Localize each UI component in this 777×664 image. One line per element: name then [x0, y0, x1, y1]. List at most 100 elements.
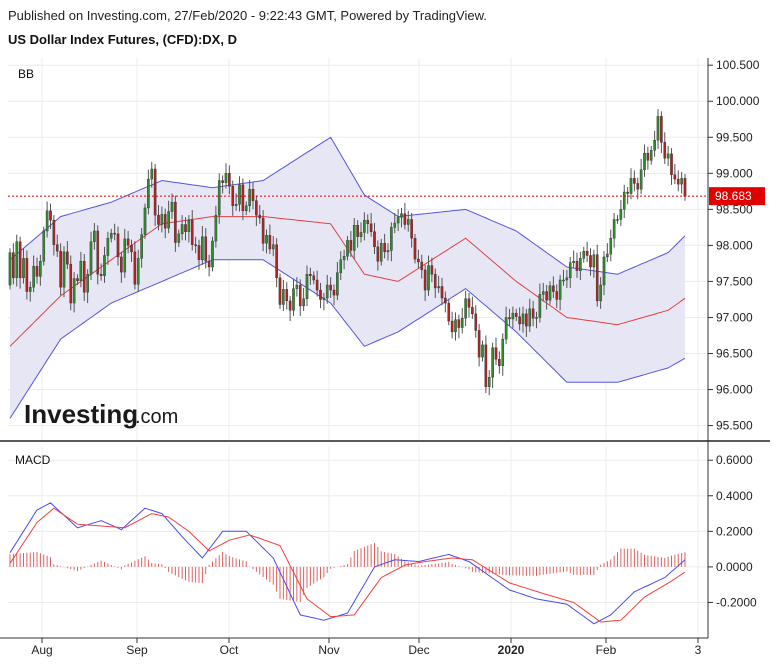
bb-ytick-label: 99.500 — [716, 130, 753, 144]
candle-up — [86, 274, 89, 293]
candle-down — [76, 278, 79, 281]
candle-down — [49, 210, 52, 221]
xtick-label: 3 — [695, 643, 702, 657]
candle-down — [96, 230, 100, 275]
candle-up — [42, 230, 46, 262]
candle-up — [582, 250, 586, 259]
candle-up — [150, 168, 154, 180]
bb-ytick-label: 97.500 — [716, 274, 753, 288]
candle-up — [147, 178, 150, 209]
candle-up — [538, 294, 542, 318]
candle-up — [548, 285, 552, 301]
candle-up — [622, 191, 626, 210]
candle-up — [521, 313, 525, 325]
macd-panel-label: MACD — [15, 453, 51, 467]
xtick-label: Dec — [408, 643, 429, 657]
candle-down — [531, 308, 535, 319]
candle-down — [683, 178, 687, 197]
candle-up — [592, 254, 596, 268]
candle-down — [366, 219, 370, 224]
bb-ytick-label: 100.000 — [716, 94, 760, 108]
candle-down — [298, 284, 302, 307]
candle-up — [8, 252, 12, 286]
candle-down — [99, 274, 103, 276]
candle-down — [55, 244, 59, 252]
candle-up — [541, 291, 545, 295]
candle-up — [45, 210, 49, 232]
candle-down — [190, 219, 194, 245]
candle-down — [633, 178, 636, 184]
candle-down — [82, 261, 86, 293]
macd-ytick-label: 0.4000 — [716, 489, 753, 503]
bb-ytick-label: 96.500 — [716, 347, 753, 361]
candle-up — [103, 255, 106, 276]
candle-up — [359, 232, 363, 237]
candle-up — [612, 219, 616, 239]
candle-down — [595, 254, 599, 302]
candle-down — [447, 302, 451, 322]
candle-down — [153, 168, 157, 216]
candle-up — [282, 289, 285, 305]
candle-down — [646, 152, 650, 161]
candle-up — [217, 180, 221, 216]
candle-down — [403, 213, 407, 225]
candle-down — [349, 240, 353, 251]
candle-up — [271, 244, 275, 250]
candle-up — [363, 219, 366, 233]
candle-up — [346, 240, 349, 257]
candle-down — [241, 184, 245, 211]
candle-up — [109, 232, 113, 239]
candle-up — [211, 240, 214, 268]
candle-up — [656, 116, 660, 141]
candle-down — [474, 313, 478, 331]
candle-up — [187, 219, 191, 232]
candle-up — [160, 214, 164, 225]
candle-up — [666, 153, 670, 159]
candle-up — [390, 227, 393, 251]
candle-up — [460, 317, 464, 328]
candle-down — [518, 316, 521, 325]
candle-down — [545, 291, 548, 301]
candle-down — [676, 178, 680, 185]
candle-up — [224, 173, 228, 183]
axes-layer: 98.683 95.500 96.000 96.500 97.000 97.500 98.0… — [0, 58, 770, 657]
candle-down — [430, 265, 434, 275]
candle-down — [471, 307, 474, 315]
candles-layer — [8, 109, 687, 396]
candle-down — [133, 251, 137, 285]
macd-ytick-label: 0.6000 — [716, 453, 753, 467]
candle-down — [157, 214, 160, 225]
candle-down — [25, 258, 29, 292]
candle-up — [481, 344, 484, 358]
candle-down — [498, 359, 501, 366]
candle-up — [238, 184, 241, 205]
macd-ytick-label: 0.2000 — [716, 524, 753, 538]
candle-up — [602, 256, 606, 286]
candle-up — [501, 338, 505, 366]
candle-up — [427, 265, 430, 291]
candle-down — [204, 236, 208, 262]
candle-up — [491, 347, 494, 378]
candle-up — [565, 277, 569, 281]
candle-up — [62, 251, 66, 288]
candle-up — [79, 261, 83, 281]
candle-down — [423, 269, 427, 291]
candle-down — [410, 219, 413, 239]
candle-up — [454, 319, 457, 333]
candle-down — [59, 250, 62, 288]
candle-up — [342, 256, 346, 261]
candle-down — [18, 241, 22, 279]
candle-up — [234, 204, 238, 206]
candle-up — [487, 377, 491, 387]
candle-up — [528, 308, 532, 327]
candle-down — [69, 263, 73, 304]
published-line: Published on Investing.com, 27/Feb/2020 … — [8, 8, 487, 23]
candle-up — [437, 286, 440, 289]
candle-down — [413, 237, 417, 260]
candle-down — [113, 232, 116, 235]
candle-up — [214, 214, 218, 242]
candle-down — [258, 214, 262, 219]
candle-down — [309, 274, 312, 276]
macd-line — [9, 502, 686, 625]
